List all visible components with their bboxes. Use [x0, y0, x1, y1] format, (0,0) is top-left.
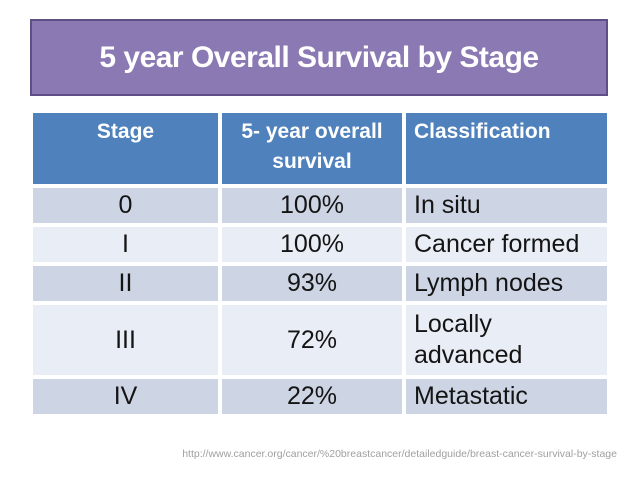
source-url: http://www.cancer.org/cancer/%20breastca…: [182, 448, 617, 460]
cell-survival: 93%: [222, 266, 402, 301]
cell-classification: In situ: [406, 188, 607, 223]
survival-table: Stage 5- year overall survival Classific…: [29, 109, 611, 418]
table-row-stage-2: II 93% Lymph nodes: [33, 266, 607, 301]
col-header-stage: Stage: [33, 113, 218, 184]
col-header-classification: Classification: [406, 113, 607, 184]
cell-stage: 0: [33, 188, 218, 223]
cell-classification: Locally advanced: [406, 305, 607, 375]
cell-stage: IV: [33, 379, 218, 414]
table-row-stage-4: IV 22% Metastatic: [33, 379, 607, 414]
table-row-stage-3: III 72% Locally advanced: [33, 305, 607, 375]
cell-classification: Cancer formed: [406, 227, 607, 262]
cell-stage: I: [33, 227, 218, 262]
cell-survival: 72%: [222, 305, 402, 375]
table-row-stage-1: I 100% Cancer formed: [33, 227, 607, 262]
slide-title: 5 year Overall Survival by Stage: [99, 40, 539, 74]
table-header-row: Stage 5- year overall survival Classific…: [33, 113, 607, 184]
col-header-survival: 5- year overall survival: [222, 113, 402, 184]
cell-stage: III: [33, 305, 218, 375]
cell-stage: II: [33, 266, 218, 301]
table-row-stage-0: 0 100% In situ: [33, 188, 607, 223]
cell-classification: Lymph nodes: [406, 266, 607, 301]
slide-title-box: 5 year Overall Survival by Stage: [30, 19, 608, 96]
cell-survival: 22%: [222, 379, 402, 414]
cell-survival: 100%: [222, 227, 402, 262]
cell-classification: Metastatic: [406, 379, 607, 414]
cell-survival: 100%: [222, 188, 402, 223]
